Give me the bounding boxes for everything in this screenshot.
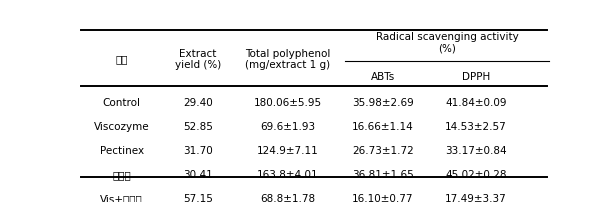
Text: 16.10±0.77: 16.10±0.77 (352, 194, 414, 202)
Text: 163.8±4.01: 163.8±4.01 (257, 169, 319, 179)
Text: 17.49±3.37: 17.49±3.37 (445, 194, 506, 202)
Text: 16.66±1.14: 16.66±1.14 (352, 121, 414, 131)
Text: 31.70: 31.70 (183, 145, 213, 155)
Text: 52.85: 52.85 (183, 121, 213, 131)
Text: ABTs: ABTs (371, 71, 395, 81)
Text: 36.81±1.65: 36.81±1.65 (352, 169, 414, 179)
Text: 30.41: 30.41 (183, 169, 213, 179)
Text: Pectinex: Pectinex (100, 145, 144, 155)
Text: 41.84±0.09: 41.84±0.09 (445, 97, 506, 107)
Text: Control: Control (103, 97, 141, 107)
Text: 35.98±2.69: 35.98±2.69 (352, 97, 414, 107)
Text: Viscozyme: Viscozyme (94, 121, 150, 131)
Text: 곰취: 곰취 (115, 54, 128, 64)
Text: 14.53±2.57: 14.53±2.57 (445, 121, 506, 131)
Text: 29.40: 29.40 (183, 97, 213, 107)
Text: 57.15: 57.15 (183, 194, 213, 202)
Text: 124.9±7.11: 124.9±7.11 (257, 145, 319, 155)
Text: 68.8±1.78: 68.8±1.78 (261, 194, 316, 202)
Text: 69.6±1.93: 69.6±1.93 (261, 121, 316, 131)
Text: Radical scavenging activity
(%): Radical scavenging activity (%) (376, 31, 519, 53)
Text: Extract
yield (%): Extract yield (%) (175, 48, 221, 70)
Text: 45.02±0.28: 45.02±0.28 (445, 169, 506, 179)
Text: Total polyphenol
(mg/extract 1 g): Total polyphenol (mg/extract 1 g) (245, 48, 331, 70)
Text: DPPH: DPPH (462, 71, 490, 81)
Text: 180.06±5.95: 180.06±5.95 (254, 97, 322, 107)
Text: 26.73±1.72: 26.73±1.72 (352, 145, 414, 155)
Text: 33.17±0.84: 33.17±0.84 (445, 145, 506, 155)
Text: Vis+초고압: Vis+초고압 (101, 194, 143, 202)
Text: 초고압: 초고압 (112, 169, 131, 179)
